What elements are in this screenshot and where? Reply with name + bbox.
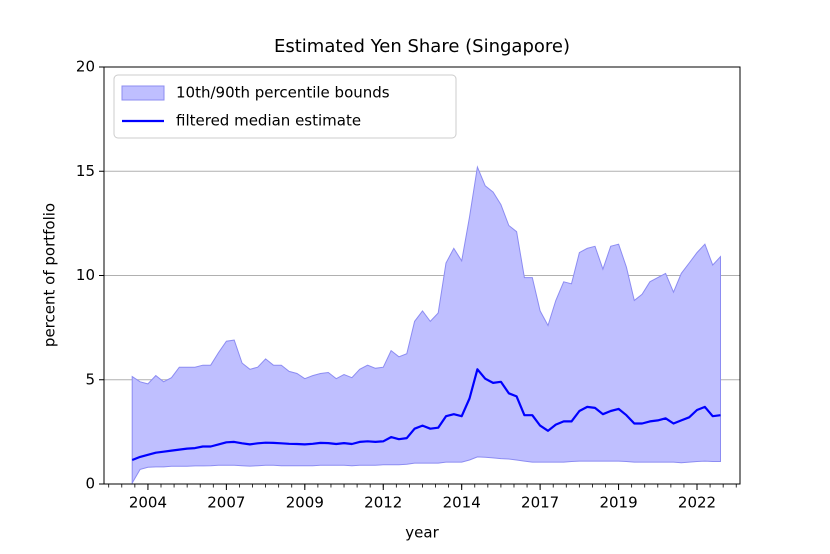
- x-tick-label: 2012: [364, 494, 402, 512]
- x-tick-label: 2017: [521, 494, 559, 512]
- y-tick-label: 0: [85, 475, 95, 493]
- y-tick-label: 10: [76, 266, 95, 284]
- legend-swatch: [121, 85, 165, 101]
- legend-label: 10th/90th percentile bounds: [176, 84, 390, 102]
- x-tick-label: 2007: [207, 494, 245, 512]
- median-line: [131, 368, 721, 462]
- x-tick-label: 2009: [286, 494, 324, 512]
- x-tick-label: 2014: [443, 494, 481, 512]
- chart-title: Estimated Yen Share (Singapore): [274, 36, 570, 57]
- x-axis-label: year: [405, 524, 439, 542]
- x-tick-label: 2019: [599, 494, 637, 512]
- y-tick-label: 15: [76, 162, 95, 180]
- legend-box: [113, 74, 457, 139]
- x-tick-label: 2022: [678, 494, 716, 512]
- y-tick-label: 5: [85, 370, 95, 388]
- plot-frame: [103, 66, 741, 485]
- y-tick-label: 20: [76, 58, 95, 76]
- legend-label: filtered median estimate: [176, 112, 361, 130]
- y-axis-label: percent of portfolio: [41, 203, 59, 347]
- band-area: [131, 165, 721, 485]
- x-tick-label: 2004: [129, 494, 167, 512]
